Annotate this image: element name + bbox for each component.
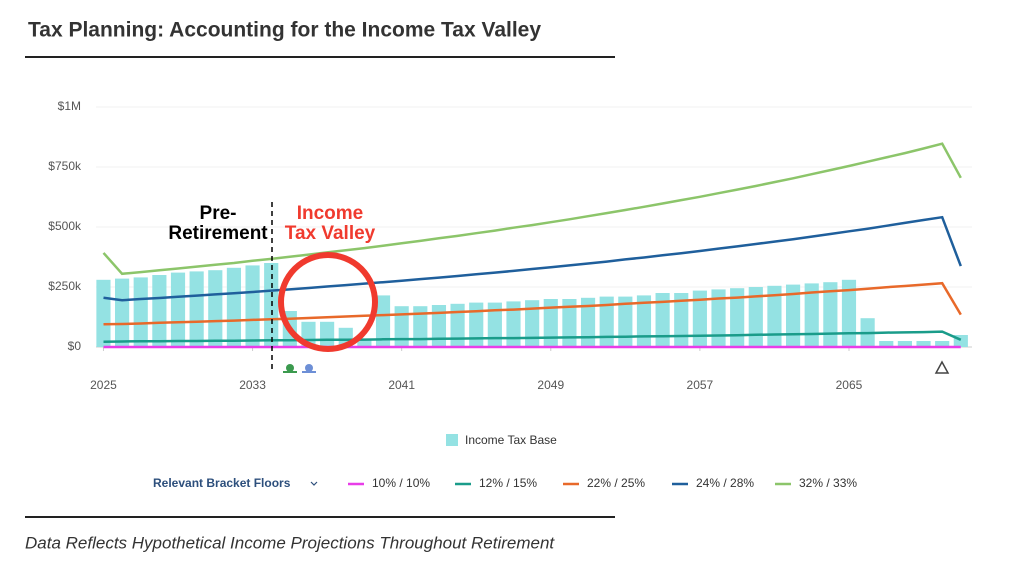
bar xyxy=(189,271,204,347)
bar xyxy=(413,306,428,347)
bar xyxy=(450,303,465,347)
bar xyxy=(767,285,782,347)
x-tick-label: 2049 xyxy=(537,378,564,392)
bar xyxy=(785,284,801,347)
bar xyxy=(375,295,391,347)
x-tick-label: 2057 xyxy=(687,378,714,392)
icon xyxy=(286,364,294,372)
y-tick-label: $0 xyxy=(68,339,82,353)
end-marker xyxy=(934,360,950,374)
bar xyxy=(562,299,577,347)
bar xyxy=(431,305,447,347)
y-tick-label: $1M xyxy=(58,99,81,113)
bar xyxy=(543,299,558,347)
bar xyxy=(580,297,596,347)
legend-label: 12% / 15% xyxy=(479,476,537,490)
y-tick-label: $250k xyxy=(48,279,82,293)
bar xyxy=(170,272,186,347)
bar xyxy=(879,341,894,347)
bar xyxy=(320,321,335,347)
bar xyxy=(264,263,279,347)
legend-label: 22% / 25% xyxy=(587,476,645,490)
bar xyxy=(599,296,614,347)
line-series xyxy=(102,142,962,276)
bar xyxy=(152,275,167,347)
bar xyxy=(133,277,148,347)
bar xyxy=(525,300,540,347)
bar xyxy=(916,341,931,347)
annotation: Pre- xyxy=(200,203,237,224)
y-tick-label: $500k xyxy=(48,219,82,233)
annotation: Tax Valley xyxy=(285,223,376,244)
bar xyxy=(115,278,130,347)
bar xyxy=(208,270,223,347)
legend-chevron xyxy=(310,481,318,486)
x-tick-label: 2065 xyxy=(836,378,863,392)
bar xyxy=(618,296,633,347)
annotation: Retirement xyxy=(168,223,268,244)
bar xyxy=(226,267,242,347)
bar xyxy=(394,306,409,347)
bar xyxy=(692,290,707,347)
bar xyxy=(245,265,260,347)
footer-caption: Data Reflects Hypothetical Income Projec… xyxy=(25,533,555,552)
bar xyxy=(897,341,912,347)
bar xyxy=(730,288,745,347)
bar xyxy=(711,289,726,347)
bar xyxy=(357,339,372,347)
legend-swatch xyxy=(446,434,458,446)
legend-label: 32% / 33% xyxy=(799,476,857,490)
x-tick-label: 2033 xyxy=(239,378,266,392)
bar xyxy=(674,293,689,347)
bar xyxy=(506,301,521,347)
bar xyxy=(841,279,857,347)
x-tick-label: 2041 xyxy=(388,378,415,392)
legend-group-title: Relevant Bracket Floors xyxy=(153,476,291,490)
page-title: Tax Planning: Accounting for the Income … xyxy=(28,19,541,42)
line-series xyxy=(103,281,962,326)
bar xyxy=(636,295,652,347)
bar xyxy=(96,279,111,347)
bar xyxy=(935,341,950,347)
line-series xyxy=(103,215,962,302)
valley-circle xyxy=(278,252,378,352)
bar xyxy=(487,302,502,347)
chart: $0 $250k $500k $750k $1M 2025 2033 2041 2049 2057… xyxy=(48,99,972,490)
y-tick-label: $750k xyxy=(48,159,82,173)
bar xyxy=(823,282,838,347)
legend-label: 10% / 10% xyxy=(372,476,430,490)
legend-label: 24% / 28% xyxy=(696,476,754,490)
line-series xyxy=(103,330,962,343)
bar xyxy=(804,283,819,347)
annotation: Income xyxy=(297,203,364,224)
bar xyxy=(748,287,763,347)
bar xyxy=(655,293,670,347)
legend-label: Income Tax Base xyxy=(465,433,557,447)
bar xyxy=(469,302,484,347)
x-tick-label: 2025 xyxy=(90,378,117,392)
icon xyxy=(305,364,313,372)
event-icons xyxy=(283,364,316,373)
